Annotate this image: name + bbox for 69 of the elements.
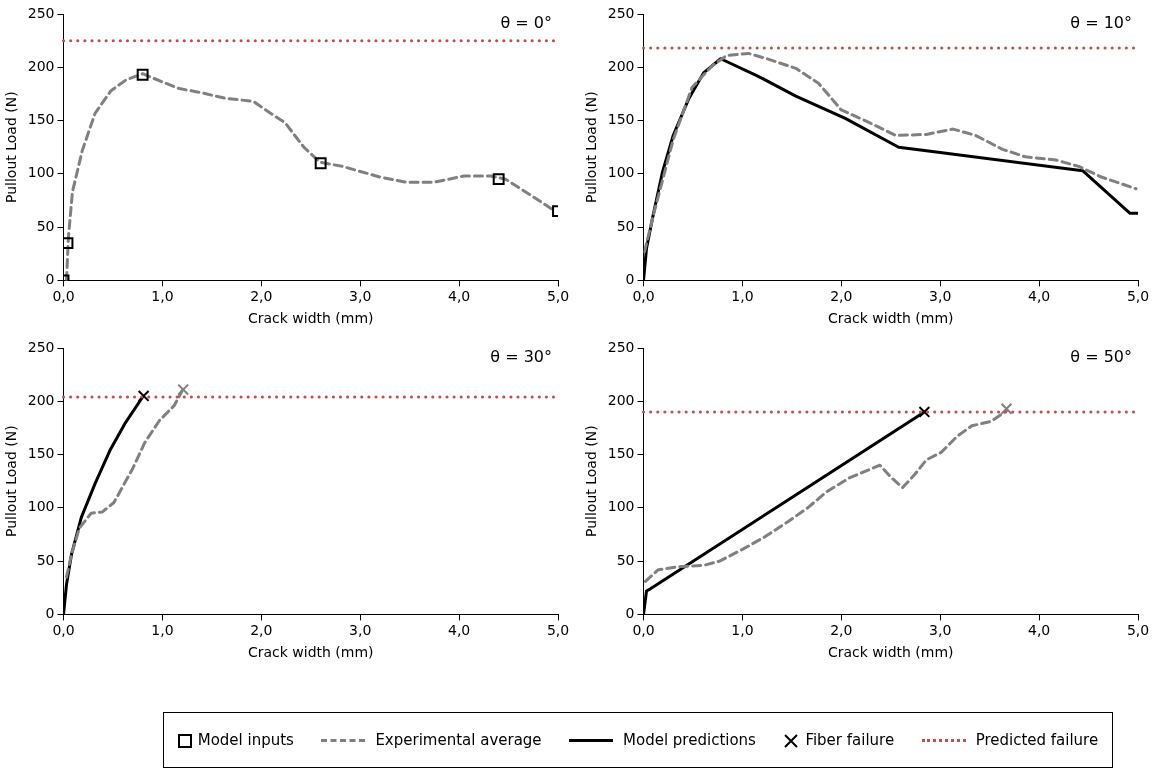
y-tick-label: 250 (607, 338, 635, 355)
y-tick-label: 100 (27, 498, 55, 515)
legend-label: Experimental average (375, 731, 542, 749)
x-tick-label: 4,0 (447, 288, 471, 305)
x-tick-label: 2,0 (250, 288, 273, 305)
y-axis-title: Pullout Load (N) (583, 91, 600, 204)
legend-label: Fiber failure (805, 731, 895, 749)
y-tick-label: 100 (607, 164, 635, 181)
x-axis-title: Crack width (mm) (247, 310, 374, 327)
x-tick-label: 4,0 (1027, 288, 1051, 305)
y-tick-label: 0 (625, 605, 635, 622)
x-tick-label: 2,0 (830, 288, 853, 305)
point (136, 68, 149, 81)
y-tick-label: 0 (625, 271, 635, 288)
x-tick-label: 5,0 (1126, 622, 1150, 639)
x-tick-label: 4,0 (1027, 622, 1051, 639)
annotation: θ = 50° (1070, 347, 1132, 367)
x-tick-label: 5,0 (546, 288, 570, 305)
x-axis-title: Crack width (mm) (247, 644, 374, 661)
y-tick-label: 200 (27, 391, 55, 408)
x-tick-label: 1,0 (731, 288, 754, 305)
y-tick-label: 50 (616, 551, 635, 568)
x-tick-label: 0,0 (632, 622, 655, 639)
x-tick-label: 0,0 (52, 622, 75, 639)
point (314, 157, 327, 170)
x-tick-label: 1,0 (151, 288, 174, 305)
y-tick-label: 250 (607, 4, 635, 21)
annotation: θ = 10° (1070, 13, 1132, 33)
annotation: θ = 0° (500, 13, 552, 33)
x-tick-label: 2,0 (250, 622, 273, 639)
x-axis-title: Crack width (mm) (827, 310, 954, 327)
y-tick-label: 150 (607, 445, 635, 462)
y-tick-label: 250 (27, 338, 55, 355)
legend-label: Model predictions (623, 731, 756, 749)
x-tick-label: 3,0 (349, 288, 372, 305)
y-tick-label: 100 (607, 498, 635, 515)
y-tick-label: 150 (27, 445, 55, 462)
legend-label: Model inputs (197, 731, 294, 749)
y-tick-label: 200 (27, 57, 55, 74)
y-axis-title: Pullout Load (N) (3, 425, 20, 538)
x-tick-label: 5,0 (1126, 288, 1150, 305)
point (63, 237, 74, 250)
y-tick-label: 100 (27, 164, 55, 181)
y-tick-label: 200 (607, 57, 635, 74)
x-tick-label: 3,0 (929, 622, 952, 639)
y-tick-label: 150 (27, 111, 55, 128)
y-tick-label: 50 (36, 551, 55, 568)
x-tick-label: 0,0 (52, 288, 75, 305)
y-tick-label: 50 (616, 217, 635, 234)
x-tick-label: 3,0 (349, 622, 372, 639)
y-tick-label: 0 (45, 605, 55, 622)
y-tick-label: 0 (45, 271, 55, 288)
legend-label: Predicted failure (975, 731, 1099, 749)
x-tick-label: 3,0 (929, 288, 952, 305)
y-tick-label: 150 (607, 111, 635, 128)
y-tick-label: 250 (27, 4, 55, 21)
point (492, 173, 505, 186)
x-tick-label: 1,0 (731, 622, 754, 639)
y-axis-title: Pullout Load (N) (3, 91, 20, 204)
x-axis-title: Crack width (mm) (827, 644, 954, 661)
y-axis-title: Pullout Load (N) (583, 425, 600, 538)
x-tick-label: 0,0 (632, 288, 655, 305)
x-tick-label: 2,0 (830, 622, 853, 639)
annotation: θ = 30° (490, 347, 552, 367)
y-tick-label: 50 (36, 217, 55, 234)
x-tick-label: 4,0 (447, 622, 471, 639)
x-tick-label: 1,0 (151, 622, 174, 639)
y-tick-label: 200 (607, 391, 635, 408)
x-tick-label: 5,0 (546, 622, 570, 639)
